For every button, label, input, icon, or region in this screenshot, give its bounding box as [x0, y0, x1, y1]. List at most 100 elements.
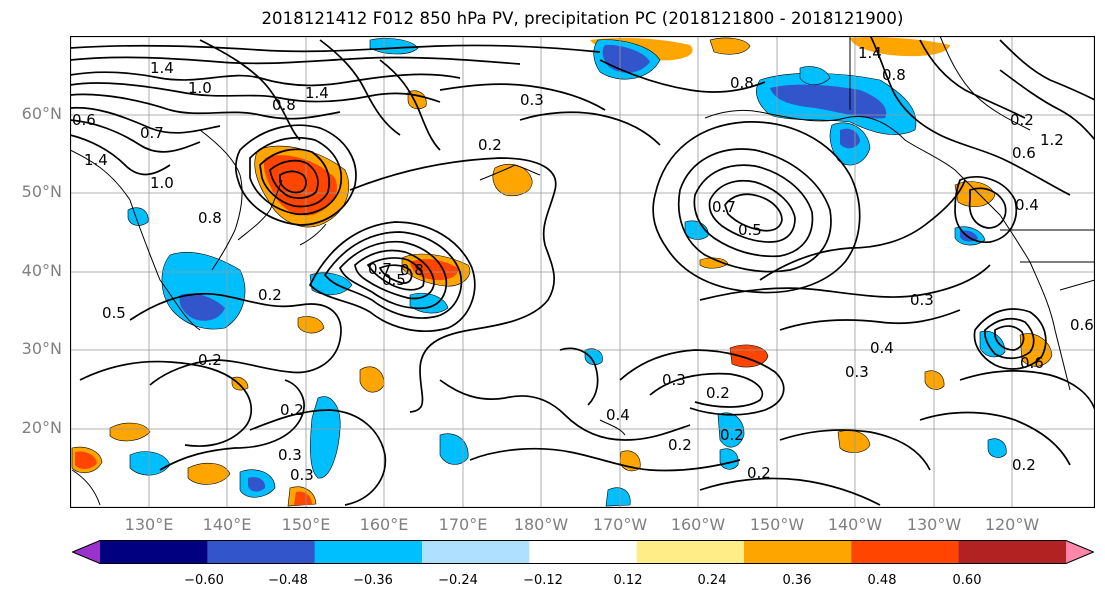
- lon-label-170w: 170°W: [592, 515, 648, 534]
- colorbar-segment: [636, 540, 745, 564]
- contour-label: 0.6: [1012, 144, 1036, 162]
- contour-labels: 1.4 1.0 0.8 1.4 0.3 0.2 0.6 0.7 1.4 1.0 …: [72, 44, 1094, 484]
- colorbar-segment: [100, 540, 208, 564]
- contour-label: 0.7: [140, 124, 164, 142]
- orange-blob: [109, 422, 151, 442]
- contour-label: 1.2: [1040, 131, 1064, 149]
- colorbar-tick: 0.60: [952, 573, 982, 588]
- colorbar-segment: [72, 540, 100, 564]
- contour-label: 0.2: [280, 401, 304, 419]
- contour-label: 0.6: [1020, 354, 1044, 372]
- lat-label-40n: 40°N: [21, 261, 62, 280]
- contour-label: 1.0: [188, 79, 212, 97]
- contour-label: 0.8: [730, 74, 754, 92]
- contour-label: 0.2: [478, 136, 502, 154]
- colorbar: [72, 540, 1094, 564]
- contour-label: 0.3: [520, 91, 544, 109]
- orange-blob: [850, 37, 950, 57]
- map-panel: 1.4 1.0 0.8 1.4 0.3 0.2 0.6 0.7 1.4 1.0 …: [70, 36, 1095, 508]
- coastlines: [70, 36, 1095, 506]
- colorbar-tick: −0.24: [438, 573, 478, 588]
- colorbar-segment: [958, 540, 1067, 564]
- contour-label: 0.2: [747, 464, 771, 482]
- lon-label-120w: 120°W: [984, 515, 1040, 534]
- colorbar-outline: [72, 540, 1094, 564]
- blue-blob: [799, 66, 831, 86]
- contour-label: 0.8: [198, 209, 222, 227]
- lon-label-130e: 130°E: [124, 515, 174, 534]
- lat-label-30n: 30°N: [21, 339, 62, 358]
- orange-blob: [709, 37, 751, 55]
- lon-label-160e: 160°E: [359, 515, 409, 534]
- contour-label: 1.4: [84, 151, 108, 169]
- blue-blob: [127, 207, 149, 226]
- lon-label-150e: 150°E: [281, 515, 331, 534]
- contour-label: 1.0: [150, 174, 174, 192]
- contour-label: 0.3: [662, 371, 686, 389]
- red-blob: [294, 491, 312, 505]
- colorbar-tick: 0.48: [867, 573, 897, 588]
- contour-label: 0.2: [198, 351, 222, 369]
- contour-label: 0.4: [606, 406, 630, 424]
- lat-label-60n: 60°N: [21, 104, 62, 123]
- contour-label: 0.3: [845, 363, 869, 381]
- contour-label: 0.5: [382, 271, 406, 289]
- contour-label: 0.2: [1010, 111, 1034, 129]
- contour-label: 0.6: [1070, 316, 1094, 334]
- colorbar-tick: 0.12: [613, 573, 643, 588]
- blue-blob: [161, 252, 246, 330]
- lon-label-180w: 180°W: [513, 515, 569, 534]
- navy-blob: [602, 44, 650, 73]
- contour-label: 0.5: [102, 304, 126, 322]
- blue-blob: [439, 433, 469, 465]
- contour-label: 0.3: [910, 291, 934, 309]
- navy-blob: [248, 477, 266, 492]
- contour-label: 0.2: [668, 436, 692, 454]
- colorbar-segment: [422, 540, 530, 564]
- colorbar-tick: 0.24: [697, 573, 727, 588]
- blue-blob: [310, 396, 341, 479]
- colorbar-segment: [207, 540, 316, 564]
- colorbar-segment: [529, 540, 638, 564]
- contour-label: 0.2: [258, 286, 282, 304]
- colorbar-tick: −0.60: [184, 573, 224, 588]
- lon-label-160w: 160°W: [670, 515, 726, 534]
- contour-label: 0.2: [706, 384, 730, 402]
- contour-label: 0.7: [712, 198, 736, 216]
- lon-label-140w: 140°W: [827, 515, 883, 534]
- colorbar-tick: −0.48: [268, 573, 308, 588]
- colorbar-tick: 0.36: [782, 573, 812, 588]
- contour-label: 0.7: [368, 260, 392, 278]
- colorbar-tick: −0.12: [523, 573, 563, 588]
- orange-blob: [187, 462, 231, 485]
- colorbar-segment: [744, 540, 852, 564]
- blue-blob: [369, 38, 419, 55]
- lon-label-150w: 150°W: [749, 515, 805, 534]
- lon-label-140e: 140°E: [202, 515, 252, 534]
- contour-label: 0.6: [72, 111, 96, 129]
- contour-label: 0.2: [720, 426, 744, 444]
- red-blob: [75, 451, 97, 469]
- contour-label: 0.3: [278, 446, 302, 464]
- pv-contours: [70, 36, 1095, 506]
- navy-blob: [179, 293, 225, 321]
- contour-label: 0.5: [738, 221, 762, 239]
- orange-blob: [297, 316, 325, 334]
- lat-label-20n: 20°N: [21, 418, 62, 437]
- blue-blob: [309, 272, 353, 296]
- colorbar-segment: [851, 540, 960, 564]
- contour-label: 0.2: [1012, 456, 1036, 474]
- contour-label: 0.8: [272, 96, 296, 114]
- lat-label-50n: 50°N: [21, 182, 62, 201]
- contour-label: 0.4: [1015, 196, 1039, 214]
- blue-blob: [584, 348, 603, 366]
- contour-label: 0.3: [290, 466, 314, 484]
- blue-blob: [987, 438, 1007, 458]
- contour-label: 0.8: [400, 261, 424, 279]
- blue-blob: [605, 487, 631, 507]
- colorbar-segment: [314, 540, 423, 564]
- colorbar-segment: [1066, 540, 1094, 564]
- contour-label: 0.8: [882, 66, 906, 84]
- blue-blob: [717, 412, 745, 448]
- navy-blob: [770, 84, 887, 119]
